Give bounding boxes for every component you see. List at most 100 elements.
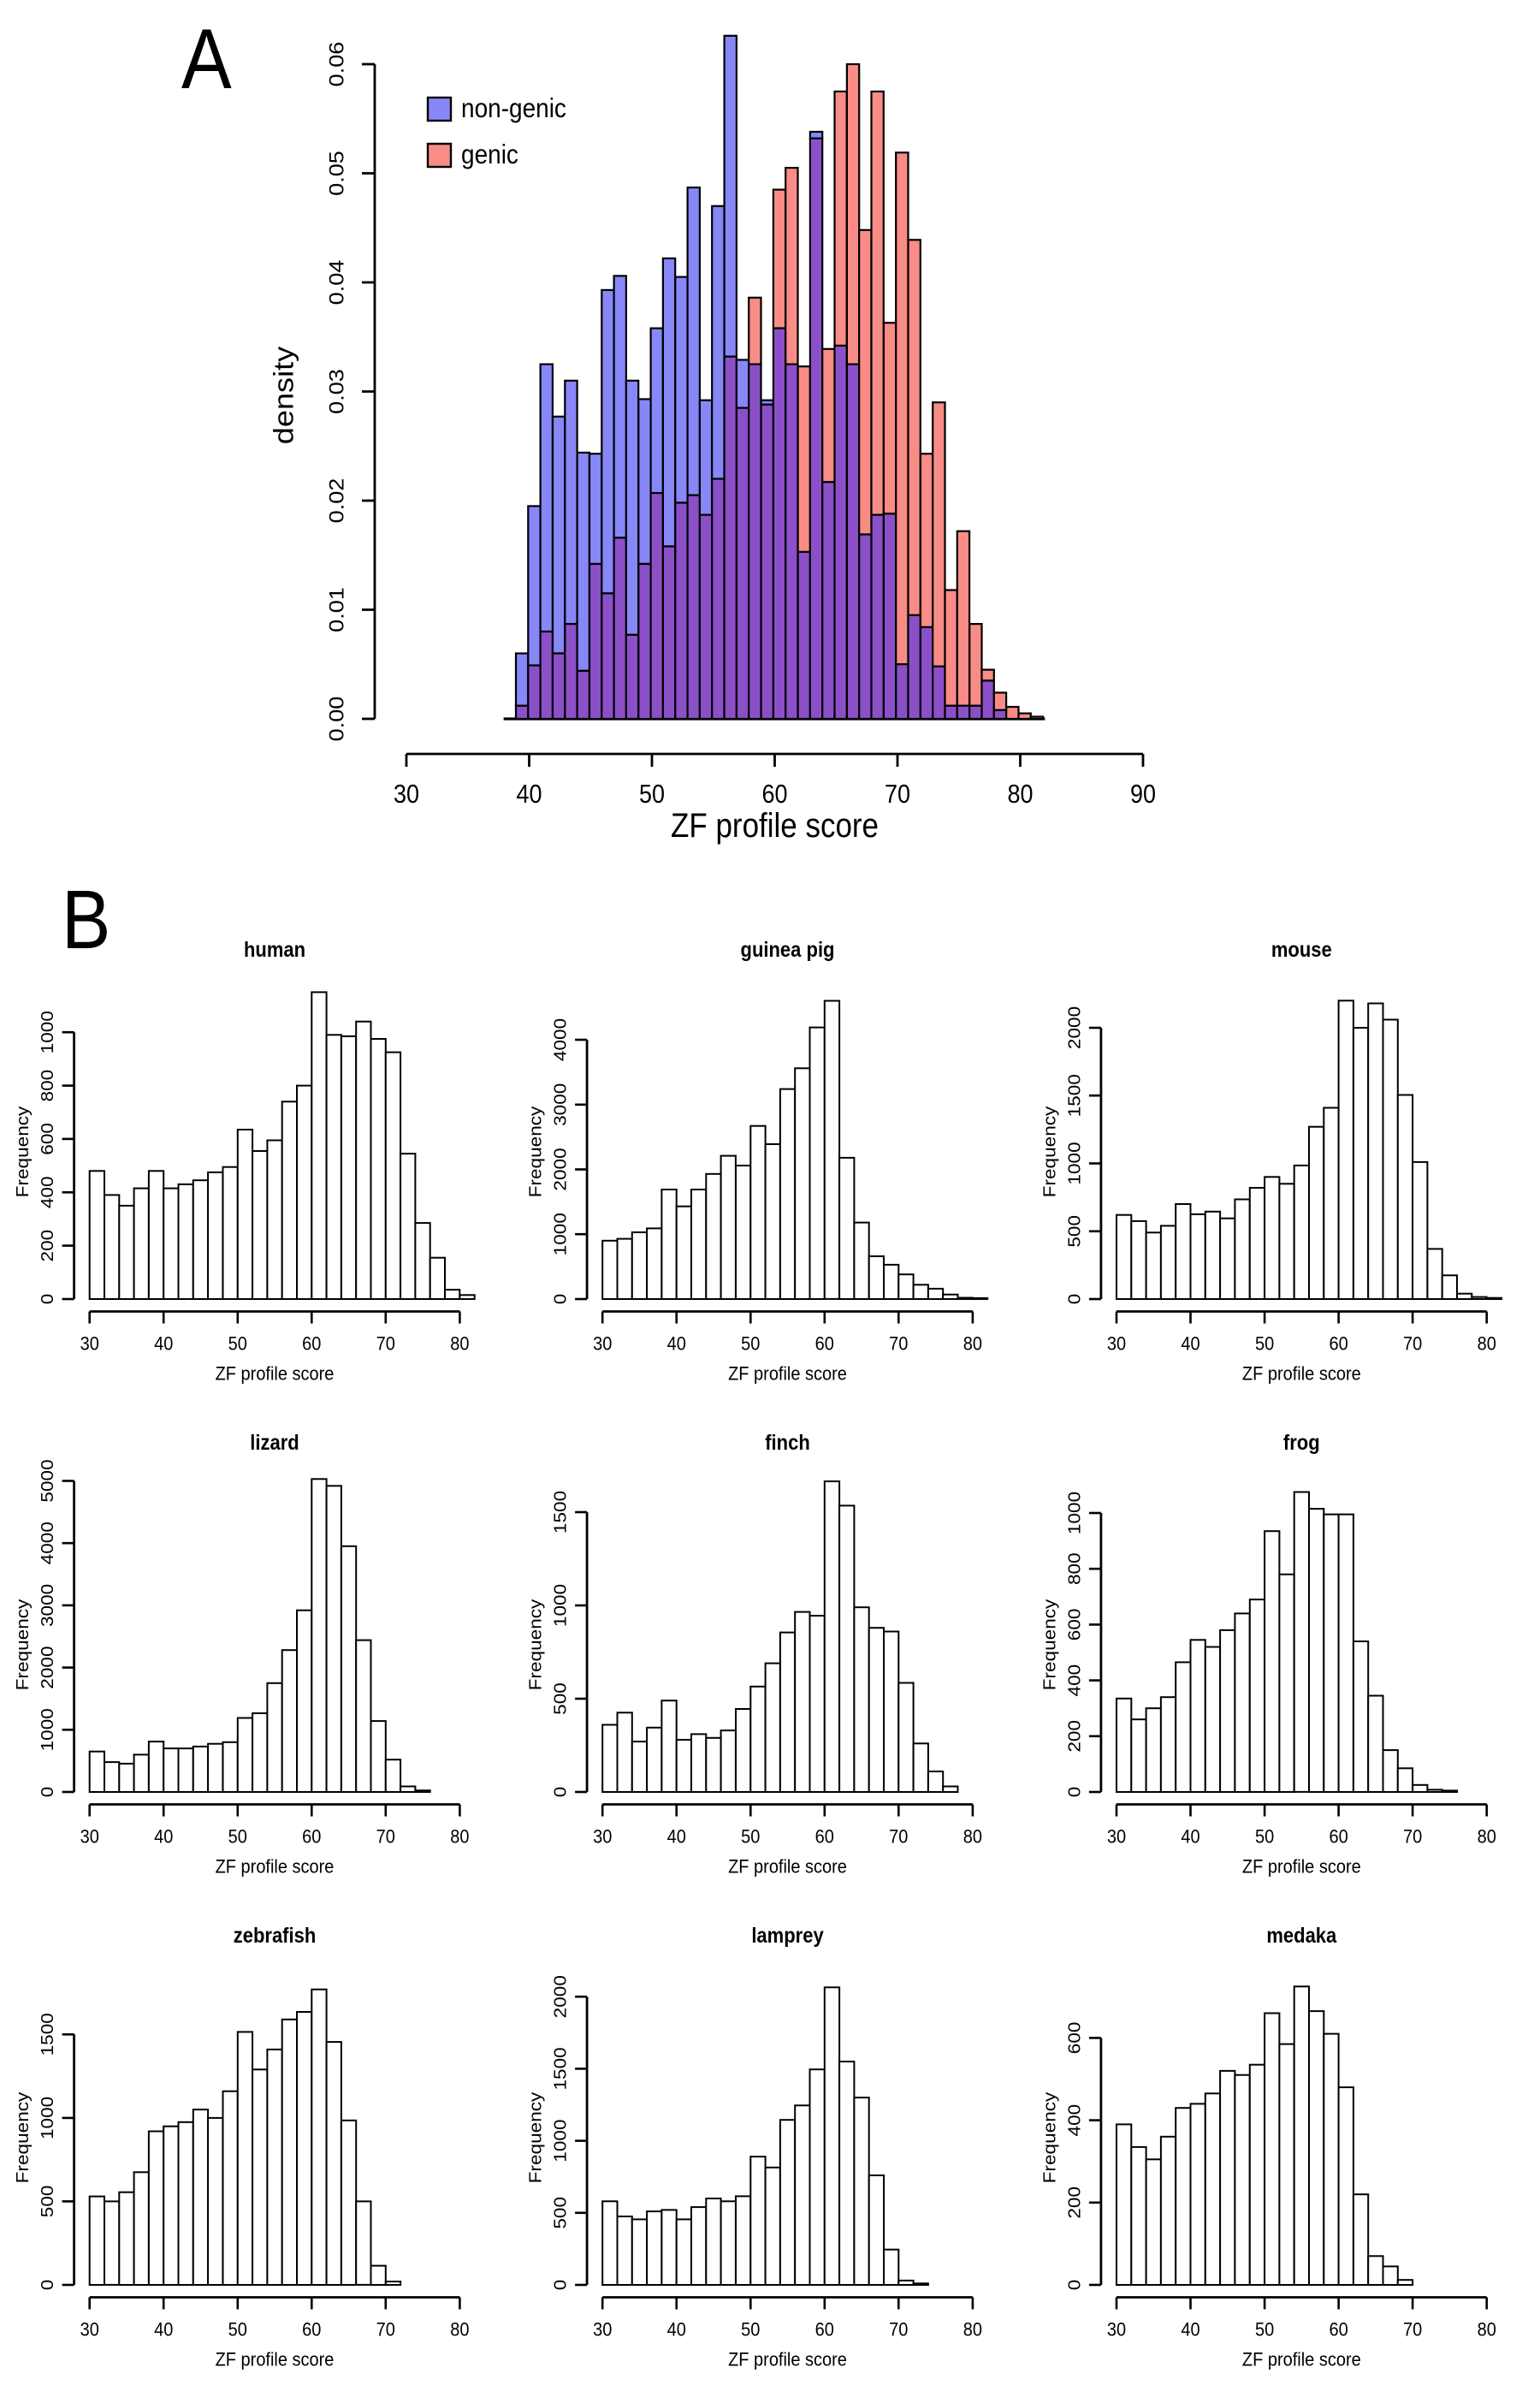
svg-text:60: 60 [761, 780, 787, 810]
svg-text:80: 80 [1478, 2318, 1496, 2340]
svg-text:ZF profile score: ZF profile score [1242, 2348, 1361, 2370]
svg-text:80: 80 [963, 1332, 982, 1354]
svg-text:0: 0 [551, 2280, 570, 2291]
svg-text:60: 60 [815, 1332, 834, 1354]
svg-text:50: 50 [639, 780, 665, 810]
svg-text:Frequency: Frequency [1040, 1106, 1059, 1197]
svg-text:1000: 1000 [1065, 1142, 1084, 1184]
svg-text:Frequency: Frequency [1040, 1599, 1059, 1690]
svg-text:50: 50 [741, 2318, 760, 2340]
svg-text:60: 60 [1329, 1825, 1348, 1847]
svg-text:80: 80 [1478, 1332, 1496, 1354]
svg-text:1000: 1000 [1065, 1492, 1084, 1534]
svg-text:genic: genic [461, 139, 518, 169]
svg-text:70: 70 [376, 1825, 395, 1847]
svg-text:200: 200 [1065, 2186, 1084, 2219]
svg-text:400: 400 [38, 1176, 56, 1208]
svg-text:0.04: 0.04 [326, 260, 348, 306]
svg-text:400: 400 [1065, 1664, 1084, 1697]
svg-text:mouse: mouse [1271, 938, 1332, 962]
svg-text:guinea pig: guinea pig [741, 938, 835, 962]
svg-text:1000: 1000 [551, 1213, 570, 1255]
svg-text:800: 800 [38, 1070, 56, 1102]
svg-text:600: 600 [1065, 2021, 1084, 2054]
svg-text:frog: frog [1283, 1431, 1320, 1455]
svg-text:80: 80 [963, 2318, 982, 2340]
svg-text:200: 200 [1065, 1720, 1084, 1753]
svg-text:1000: 1000 [38, 1011, 56, 1053]
svg-text:600: 600 [38, 1123, 56, 1155]
svg-text:ZF profile score: ZF profile score [728, 1362, 847, 1384]
svg-text:60: 60 [1329, 2318, 1348, 2340]
svg-text:Frequency: Frequency [13, 1599, 32, 1690]
svg-text:0.06: 0.06 [326, 42, 348, 87]
svg-text:30: 30 [593, 1332, 612, 1354]
svg-text:0: 0 [38, 1787, 56, 1798]
svg-text:70: 70 [889, 1825, 908, 1847]
svg-text:ZF profile score: ZF profile score [671, 806, 879, 844]
svg-text:50: 50 [228, 2318, 247, 2340]
svg-text:Frequency: Frequency [526, 1106, 545, 1197]
svg-text:40: 40 [667, 2318, 686, 2340]
svg-text:80: 80 [1478, 1825, 1496, 1847]
svg-text:30: 30 [593, 2318, 612, 2340]
svg-text:500: 500 [551, 2197, 570, 2229]
svg-text:ZF profile score: ZF profile score [216, 1855, 335, 1877]
svg-text:80: 80 [963, 1825, 982, 1847]
svg-text:40: 40 [667, 1332, 686, 1354]
svg-text:density: density [269, 347, 299, 445]
svg-text:0: 0 [38, 2280, 56, 2291]
svg-text:600: 600 [1065, 1608, 1084, 1641]
svg-text:800: 800 [1065, 1552, 1084, 1585]
svg-text:2000: 2000 [551, 1975, 570, 2018]
svg-text:ZF profile score: ZF profile score [216, 2348, 335, 2370]
svg-text:ZF profile score: ZF profile score [216, 1362, 335, 1384]
svg-text:0.00: 0.00 [326, 697, 348, 742]
svg-text:ZF profile score: ZF profile score [1242, 1362, 1361, 1384]
svg-text:3000: 3000 [551, 1083, 570, 1126]
svg-text:50: 50 [228, 1825, 247, 1847]
svg-text:30: 30 [394, 780, 419, 810]
svg-text:1000: 1000 [551, 2119, 570, 2162]
svg-text:60: 60 [302, 1332, 321, 1354]
svg-text:80: 80 [450, 2318, 469, 2340]
svg-text:0: 0 [551, 1787, 570, 1798]
svg-text:80: 80 [450, 1332, 469, 1354]
svg-text:60: 60 [302, 2318, 321, 2340]
svg-text:4000: 4000 [551, 1018, 570, 1061]
svg-text:40: 40 [516, 780, 542, 810]
svg-text:0: 0 [1065, 2280, 1084, 2291]
svg-text:70: 70 [376, 2318, 395, 2340]
svg-text:50: 50 [1255, 2318, 1274, 2340]
svg-text:0.05: 0.05 [326, 151, 348, 196]
svg-text:500: 500 [1065, 1215, 1084, 1248]
svg-text:finch: finch [765, 1431, 810, 1455]
svg-text:human: human [244, 938, 305, 962]
svg-text:1000: 1000 [551, 1584, 570, 1627]
svg-text:40: 40 [1181, 1825, 1199, 1847]
svg-text:1000: 1000 [38, 1708, 56, 1751]
svg-text:70: 70 [376, 1332, 395, 1354]
svg-text:0.03: 0.03 [326, 369, 348, 414]
svg-text:1500: 1500 [1065, 1074, 1084, 1117]
svg-text:40: 40 [154, 1825, 173, 1847]
svg-text:ZF profile score: ZF profile score [728, 2348, 847, 2370]
svg-text:1500: 1500 [38, 2013, 56, 2056]
svg-text:40: 40 [667, 1825, 686, 1847]
svg-text:Frequency: Frequency [1040, 2091, 1059, 2183]
svg-text:70: 70 [1403, 1825, 1422, 1847]
svg-text:30: 30 [1107, 2318, 1126, 2340]
svg-text:1500: 1500 [551, 2047, 570, 2090]
svg-text:Frequency: Frequency [526, 2091, 545, 2183]
svg-text:60: 60 [815, 1825, 834, 1847]
svg-text:500: 500 [551, 1682, 570, 1715]
svg-text:50: 50 [228, 1332, 247, 1354]
svg-text:ZF profile score: ZF profile score [728, 1855, 847, 1877]
svg-text:2000: 2000 [1065, 1006, 1084, 1049]
svg-text:70: 70 [889, 1332, 908, 1354]
svg-text:0: 0 [1065, 1787, 1084, 1798]
svg-text:0.01: 0.01 [326, 587, 348, 632]
svg-text:60: 60 [815, 2318, 834, 2340]
svg-text:50: 50 [1255, 1825, 1274, 1847]
svg-text:60: 60 [1329, 1332, 1348, 1354]
